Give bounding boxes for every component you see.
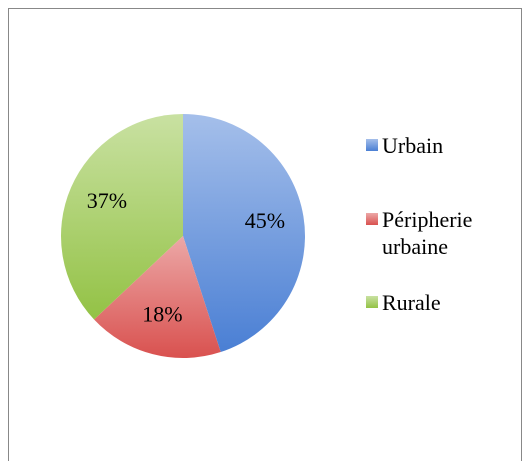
legend-swatch — [366, 139, 378, 151]
legend-swatch — [366, 213, 378, 225]
legend-item: Péripherie urbaine — [366, 206, 506, 260]
data-label: 45% — [245, 208, 285, 233]
chart-frame — [8, 8, 522, 461]
legend-item: Rurale — [366, 289, 506, 316]
legend-swatch — [366, 296, 378, 308]
data-label: 37% — [87, 188, 127, 213]
data-label: 18% — [142, 301, 182, 326]
legend-label: Rurale — [382, 290, 441, 315]
pie-slice — [94, 236, 221, 358]
pie-slice — [61, 113, 183, 320]
legend-label: Urbain — [382, 133, 444, 158]
legend-item: Urbain — [366, 132, 506, 159]
pie-slice — [183, 114, 305, 353]
legend-label: Péripherie urbaine — [382, 207, 473, 259]
